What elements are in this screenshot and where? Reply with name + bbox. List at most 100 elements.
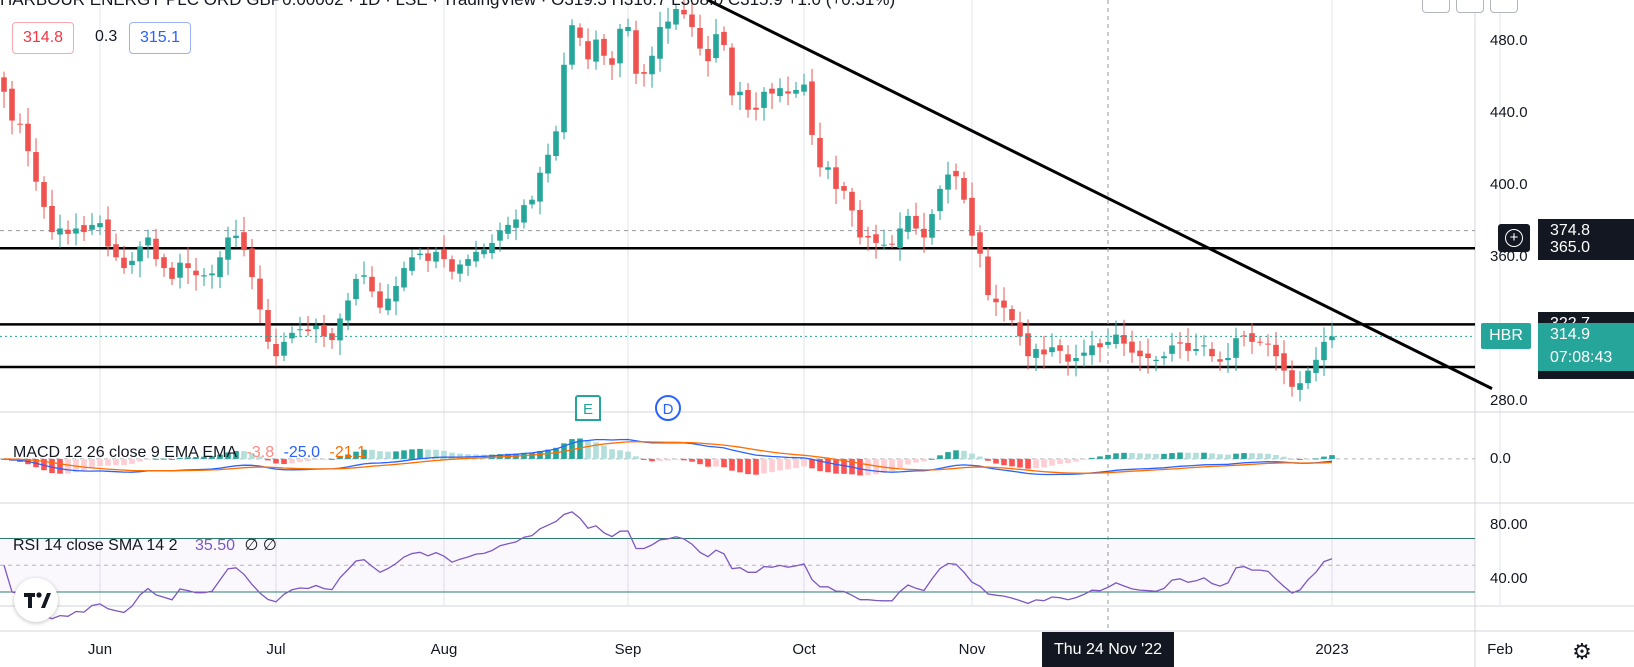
current-price-tag: 314.9 07:08:43 bbox=[1538, 323, 1634, 371]
candle-body bbox=[961, 177, 967, 200]
macd-hist-bar bbox=[97, 458, 103, 467]
macd-hist-bar bbox=[977, 456, 983, 459]
candle-body bbox=[305, 329, 311, 332]
event-marker-d[interactable]: D bbox=[655, 395, 681, 421]
macd-hist-value: -3.8 bbox=[246, 444, 275, 461]
candle-body bbox=[409, 257, 415, 271]
candle-body bbox=[1105, 341, 1111, 345]
ask-price[interactable]: 315.1 bbox=[129, 22, 192, 54]
macd-hist-bar bbox=[657, 458, 663, 461]
candle-body bbox=[465, 259, 471, 266]
candle-body bbox=[1289, 370, 1295, 387]
macd-hist-bar bbox=[185, 457, 191, 459]
candle-body bbox=[1129, 341, 1135, 353]
candle-body bbox=[921, 228, 927, 238]
close-icon[interactable] bbox=[1456, 0, 1484, 13]
macd-hist-bar bbox=[697, 458, 703, 465]
macd-hist-bar bbox=[641, 458, 647, 460]
candle-body bbox=[937, 188, 943, 212]
candle-body bbox=[1065, 354, 1071, 362]
macd-hist-bar bbox=[969, 453, 975, 459]
macd-hist-bar bbox=[193, 457, 199, 459]
add-alert-button[interactable]: + bbox=[1498, 224, 1530, 252]
window-icon[interactable] bbox=[1490, 0, 1518, 13]
macd-hist-bar bbox=[1169, 453, 1175, 459]
tradingview-logo[interactable] bbox=[14, 578, 58, 622]
macd-hist-bar bbox=[1137, 453, 1143, 459]
price-tick: 400.0 bbox=[1490, 176, 1528, 194]
candle-body bbox=[1329, 336, 1335, 341]
macd-hist-bar bbox=[361, 449, 367, 459]
candle-body bbox=[737, 91, 743, 96]
candle-body bbox=[969, 197, 975, 236]
candle-body bbox=[513, 219, 519, 228]
macd-hist-bar bbox=[1185, 452, 1191, 459]
plus-circle-icon: + bbox=[1505, 229, 1523, 247]
candle-body bbox=[481, 250, 487, 255]
macd-hist-bar bbox=[257, 456, 263, 459]
candle-body bbox=[49, 205, 55, 233]
macd-hist-bar bbox=[217, 454, 223, 459]
macd-hist-bar bbox=[177, 457, 183, 459]
macd-hist-bar bbox=[1025, 458, 1031, 469]
event-marker-e[interactable]: E bbox=[575, 395, 601, 421]
macd-hist-bar bbox=[1297, 458, 1303, 460]
macd-hist-bar bbox=[441, 450, 447, 459]
macd-hist-bar bbox=[1273, 454, 1279, 459]
macd-hist-bar bbox=[305, 458, 311, 462]
candle-body bbox=[761, 91, 767, 108]
macd-hist-bar bbox=[905, 458, 911, 465]
rsi-line bbox=[3, 511, 1333, 620]
macd-hist-bar bbox=[865, 458, 871, 476]
candle-body bbox=[1257, 341, 1263, 343]
macd-hist-bar bbox=[393, 451, 399, 459]
candle-body bbox=[1273, 344, 1279, 357]
macd-hist-bar bbox=[1313, 458, 1319, 460]
candle-body bbox=[617, 28, 623, 64]
candle-body bbox=[417, 253, 423, 256]
macd-hist-bar bbox=[417, 448, 423, 459]
macd-hist-bar bbox=[137, 458, 143, 462]
candle-body bbox=[561, 64, 567, 133]
macd-hist-bar bbox=[1145, 453, 1151, 459]
candle-body bbox=[689, 14, 695, 27]
candle-body bbox=[593, 39, 599, 62]
candle-body bbox=[97, 223, 103, 228]
macd-hist-bar bbox=[337, 456, 343, 459]
macd-hist-bar bbox=[153, 458, 159, 460]
settings-gear-icon[interactable]: ⚙ bbox=[1572, 639, 1592, 664]
candle-body bbox=[425, 253, 431, 261]
macd-hist-bar bbox=[1305, 458, 1311, 460]
time-tick: 2023 bbox=[1315, 641, 1349, 658]
candle-body bbox=[713, 34, 719, 59]
candle-body bbox=[145, 237, 151, 246]
candle-body bbox=[137, 246, 143, 262]
candle-body bbox=[1081, 352, 1087, 356]
candle-body bbox=[1137, 350, 1143, 357]
macd-hist-bar bbox=[121, 458, 127, 466]
macd-hist-bar bbox=[1225, 454, 1231, 459]
macd-hist-bar bbox=[313, 458, 319, 460]
candle-body bbox=[897, 228, 903, 248]
macd-hist-bar bbox=[921, 458, 927, 462]
candle-body bbox=[1009, 309, 1015, 321]
rsi-value: 35.50 bbox=[194, 537, 236, 554]
candle-body bbox=[41, 182, 47, 207]
candle-body bbox=[809, 81, 815, 135]
macd-hist-bar bbox=[1089, 457, 1095, 459]
macd-hist-bar bbox=[1201, 452, 1207, 459]
rsi-legend[interactable]: RSI 14 close SMA 14 2 35.50 ∅ ∅ bbox=[13, 535, 282, 555]
maximize-icon[interactable] bbox=[1422, 0, 1450, 13]
candle-body bbox=[217, 257, 223, 278]
macd-hist-bar bbox=[1049, 458, 1055, 466]
macd-hist-bar bbox=[65, 458, 71, 474]
macd-hist-bar bbox=[1193, 452, 1199, 459]
macd-legend[interactable]: MACD 12 26 close 9 EMA EMA -3.8 -25.0 -2… bbox=[13, 444, 371, 462]
macd-hist-bar bbox=[1001, 458, 1007, 466]
macd-hist-bar bbox=[1065, 458, 1071, 464]
bid-price[interactable]: 314.8 bbox=[12, 22, 75, 54]
candle-body bbox=[169, 267, 175, 279]
macd-hist-bar bbox=[993, 458, 999, 464]
